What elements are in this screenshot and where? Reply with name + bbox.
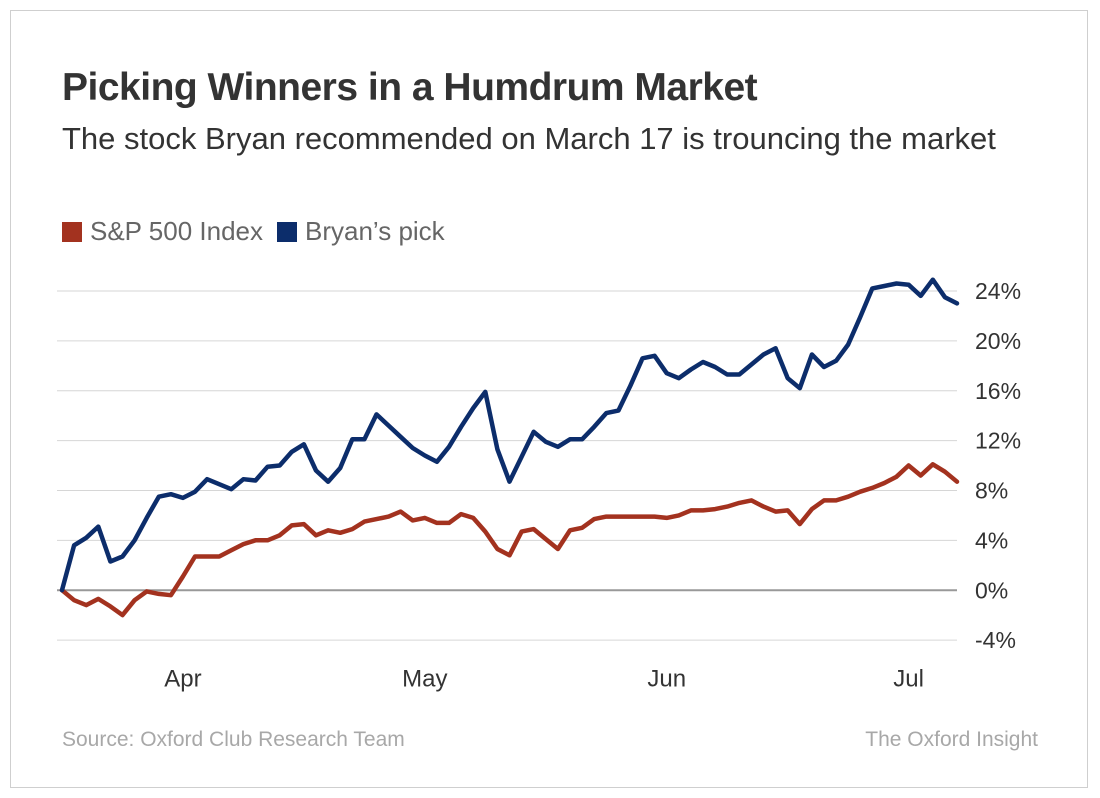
y-tick-label: -4% xyxy=(975,627,1016,653)
chart-subtitle: The stock Bryan recommended on March 17 … xyxy=(62,121,996,156)
legend-label: Bryan’s pick xyxy=(305,216,446,246)
chart-title: Picking Winners in a Humdrum Market xyxy=(62,66,758,109)
credit: The Oxford Insight xyxy=(865,728,1038,751)
frame xyxy=(10,10,1088,788)
y-tick-label: 4% xyxy=(975,527,1008,553)
series-line xyxy=(59,462,960,618)
y-tick-label: 0% xyxy=(975,577,1008,603)
y-tick-label: 24% xyxy=(975,278,1021,304)
y-tick-label: 8% xyxy=(975,478,1008,504)
x-tick-label: Jul xyxy=(893,665,924,692)
x-tick-label: May xyxy=(402,665,447,692)
series-line xyxy=(59,277,960,593)
legend-swatch xyxy=(62,222,82,242)
y-tick-label: 16% xyxy=(975,378,1021,404)
legend-label: S&P 500 Index xyxy=(90,216,263,246)
source: Source: Oxford Club Research Team xyxy=(62,728,405,751)
y-tick-label: 12% xyxy=(975,428,1021,454)
x-tick-label: Apr xyxy=(164,665,201,692)
legend-swatch xyxy=(277,222,297,242)
x-tick-label: Jun xyxy=(647,665,686,692)
y-tick-label: 20% xyxy=(975,328,1021,354)
